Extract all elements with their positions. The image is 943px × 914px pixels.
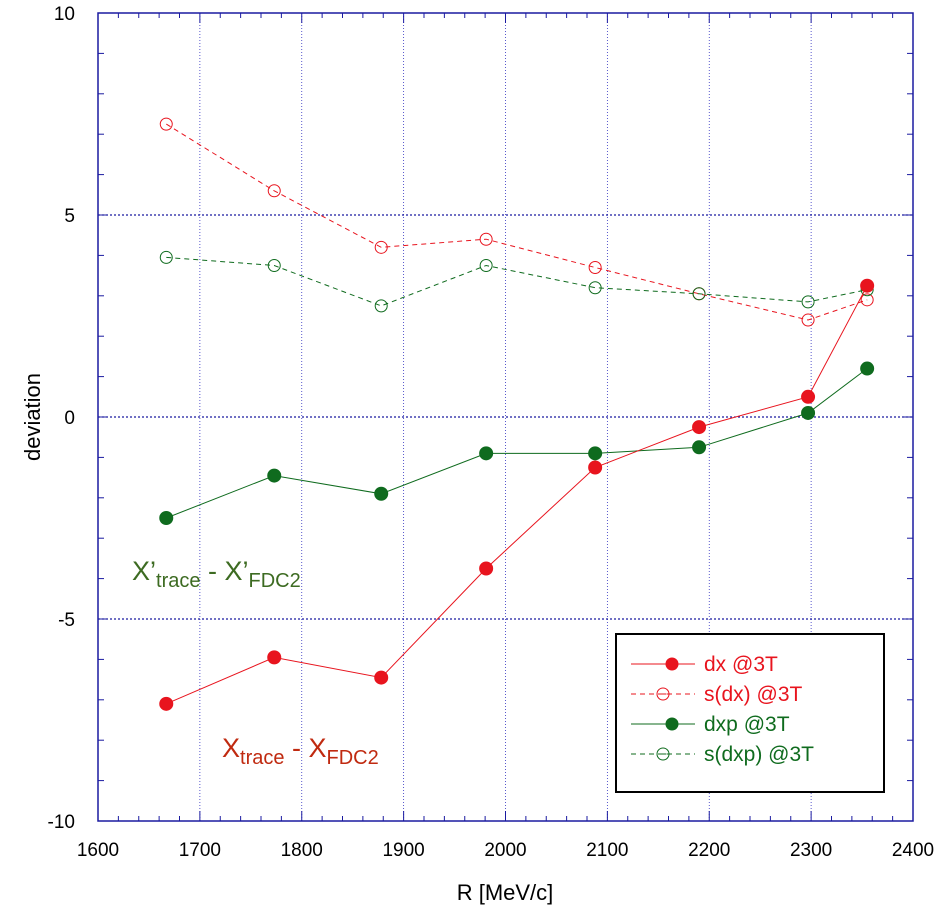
legend-swatch-marker [656, 747, 670, 761]
y-tick-label: 10 [54, 4, 75, 25]
data-point [692, 440, 707, 455]
legend-item: dx @3T [631, 653, 778, 676]
x-tick-label: 1600 [77, 840, 119, 861]
series-layer [159, 117, 875, 711]
legend-item: s(dxp) @3T [631, 743, 814, 766]
data-point [588, 281, 602, 295]
data-point [801, 295, 815, 309]
legend-label: s(dx) @3T [704, 683, 802, 706]
data-point [588, 446, 603, 461]
x-tick-label: 2100 [586, 840, 628, 861]
legend: dx @3T s(dx) @3T dxp @3T s(dxp) @3T [615, 633, 885, 793]
x-axis-title: R [MeV/c] [457, 880, 554, 905]
y-tick-label: -10 [48, 812, 75, 833]
y-tick-label: 5 [64, 206, 75, 227]
data-point [374, 240, 388, 254]
data-point [267, 184, 281, 198]
data-point [588, 460, 603, 475]
x-tick-label: 2400 [892, 840, 934, 861]
legend-item: s(dx) @3T [631, 683, 802, 706]
data-point [267, 468, 282, 483]
data-point [692, 420, 707, 435]
data-point [479, 446, 494, 461]
x-tick-label: 1800 [281, 840, 323, 861]
data-point [588, 261, 602, 275]
legend-swatch-marker [656, 687, 670, 701]
legend-items: dx @3T s(dx) @3T dxp @3T s(dxp) @3T [631, 653, 814, 766]
annotation-xprime-main: X’ [132, 556, 156, 586]
x-tick-labels: 1600 1700 1800 1900 2000 2100 2200 2300 2400 [77, 840, 934, 861]
data-point [267, 650, 282, 665]
annotation-x-sub: trace [240, 747, 284, 769]
legend-label: dx @3T [704, 653, 778, 676]
series-0 [159, 278, 875, 711]
data-point [801, 405, 816, 420]
data-point [267, 259, 281, 272]
data-point [159, 511, 174, 525]
annotation-xprime-sub: trace [156, 570, 200, 592]
data-point [860, 278, 875, 293]
annotation-xprime: X’trace - X’FDC2 [132, 556, 301, 592]
x-tick-label: 1900 [382, 840, 424, 861]
annotation-x: Xtrace - XFDC2 [222, 733, 379, 769]
axis-ticks [97, 12, 914, 822]
x-tick-label: 2000 [484, 840, 526, 861]
annotation-x-mid: - X [284, 733, 326, 763]
data-point [860, 293, 874, 307]
y-tick-label: -5 [58, 610, 75, 631]
data-point [159, 250, 173, 264]
data-point [692, 287, 706, 301]
data-point [374, 486, 389, 501]
data-point [479, 561, 494, 576]
data-point [860, 361, 875, 376]
legend-label: dxp @3T [704, 713, 790, 736]
legend-swatch-marker [665, 657, 679, 671]
legend-swatch-marker [665, 717, 679, 731]
data-point [801, 313, 815, 327]
data-point [801, 389, 816, 404]
series-3 [159, 250, 874, 313]
series-line [166, 368, 868, 519]
y-tick-label: 0 [64, 408, 75, 429]
annotation-x-sub2: FDC2 [327, 747, 379, 769]
data-point [159, 117, 173, 131]
legend-label: s(dxp) @3T [704, 743, 814, 766]
data-point [374, 670, 389, 685]
data-point [479, 259, 493, 272]
x-tick-label: 2200 [688, 840, 730, 861]
y-axis-title: deviation [20, 373, 45, 461]
annotation-x-main: X [222, 733, 240, 763]
series-2 [159, 361, 875, 525]
y-tick-labels: -10 -5 0 5 10 [48, 4, 75, 833]
x-tick-label: 1700 [179, 840, 221, 861]
series-1 [159, 117, 874, 327]
series-line [166, 285, 868, 705]
series-line [166, 256, 868, 307]
data-point [374, 299, 388, 313]
x-tick-label: 2300 [790, 840, 832, 861]
annotation-xprime-sub2: FDC2 [249, 570, 301, 592]
data-point [159, 696, 174, 711]
annotation-xprime-mid: - X’ [200, 556, 248, 586]
data-point [479, 232, 493, 246]
series-line [166, 123, 868, 321]
legend-box [615, 633, 885, 793]
legend-item: dxp @3T [631, 713, 790, 736]
